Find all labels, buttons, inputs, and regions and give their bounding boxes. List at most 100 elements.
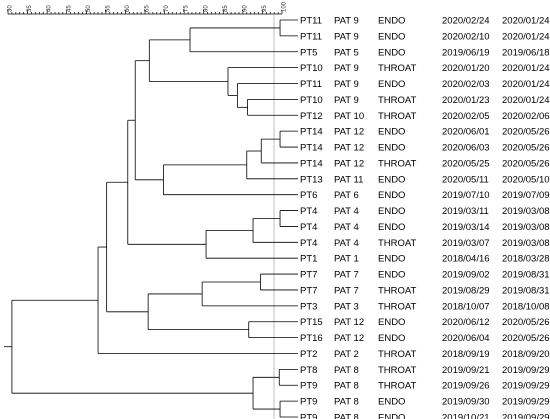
table-row: PT4 PAT 4 ENDO 2019/03/14 2019/03/08 <box>300 222 550 233</box>
row-admit-date: 2018/03/28 <box>502 254 550 265</box>
row-strain: PT5 <box>300 47 317 58</box>
scale-label: 55 <box>105 5 111 12</box>
table-row: PT4 PAT 4 THROAT 2019/03/07 2019/03/08 <box>300 238 550 249</box>
row-strain: PT10 <box>300 63 323 74</box>
row-site: ENDO <box>378 270 405 281</box>
row-sample-date: 2019/09/02 <box>442 270 490 281</box>
row-patient: PAT 1 <box>334 254 359 265</box>
row-sample-date: 2020/05/11 <box>442 174 489 185</box>
row-sample-date: 2020/01/23 <box>442 95 490 106</box>
row-strain: PT15 <box>300 317 323 328</box>
row-sample-date: 2019/06/19 <box>442 47 490 58</box>
row-patient: PAT 4 <box>334 222 359 233</box>
table-row: PT15 PAT 12 ENDO 2020/06/12 2020/05/26 <box>300 317 550 328</box>
row-admit-date: 2019/08/31 <box>502 270 550 281</box>
row-site: ENDO <box>378 206 405 217</box>
row-strain: PT11 <box>300 31 322 42</box>
row-site: THROAT <box>378 349 417 360</box>
table-row: PT8 PAT 8 THROAT 2019/09/21 2019/09/29 <box>300 365 550 376</box>
row-patient: PAT 8 <box>334 413 359 419</box>
scale-label: 75 <box>184 5 190 12</box>
row-patient: PAT 9 <box>334 16 359 27</box>
row-site: ENDO <box>378 127 405 138</box>
row-admit-date: 2020/05/26 <box>502 127 550 138</box>
row-admit-date: 2019/09/29 <box>502 397 550 408</box>
row-strain: PT4 <box>300 222 317 233</box>
row-site: ENDO <box>378 143 405 154</box>
row-strain: PT13 <box>300 174 323 185</box>
table-row: PT5 PAT 5 ENDO 2019/06/19 2019/06/18 <box>300 47 550 58</box>
scale-label: 50 <box>86 5 92 12</box>
table-row: PT1 PAT 1 ENDO 2018/04/16 2018/03/28 <box>300 254 550 265</box>
table-row: PT10 PAT 9 THROAT 2020/01/20 2020/01/24 <box>300 63 550 74</box>
table-row: PT14 PAT 12 THROAT 2020/05/25 2020/05/26 <box>300 158 550 169</box>
dendrogram-tree <box>4 19 298 418</box>
row-admit-date: 2020/05/26 <box>502 158 550 169</box>
row-site: ENDO <box>378 190 405 201</box>
row-admit-date: 2019/08/31 <box>502 285 550 296</box>
row-sample-date: 2020/06/01 <box>442 127 490 138</box>
row-site: ENDO <box>378 47 405 58</box>
row-sample-date: 2019/03/11 <box>442 206 489 217</box>
row-sample-date: 2019/09/26 <box>442 381 490 392</box>
row-admit-date: 2020/05/10 <box>502 174 550 185</box>
row-admit-date: 2019/03/08 <box>502 206 550 217</box>
row-strain: PT7 <box>300 270 317 281</box>
row-sample-date: 2020/06/04 <box>442 333 490 344</box>
row-strain: PT9 <box>300 413 317 419</box>
table-row: PT9 PAT 8 THROAT 2019/09/26 2019/09/29 <box>300 381 550 392</box>
table-row: PT7 PAT 7 THROAT 2019/08/29 2019/08/31 <box>300 285 550 296</box>
row-admit-date: 2018/10/08 <box>502 301 550 312</box>
row-sample-date: 2020/02/03 <box>442 79 490 90</box>
row-strain: PT3 <box>300 301 317 312</box>
row-sample-date: 2020/06/03 <box>442 143 490 154</box>
row-strain: PT4 <box>300 238 317 249</box>
row-strain: PT16 <box>300 333 323 344</box>
row-site: THROAT <box>378 63 417 74</box>
row-strain: PT9 <box>300 381 317 392</box>
row-site: ENDO <box>378 317 405 328</box>
scale-label: 60 <box>125 5 131 12</box>
row-patient: PAT 2 <box>334 349 359 360</box>
row-sample-date: 2018/10/07 <box>442 301 490 312</box>
table-row: PT4 PAT 4 ENDO 2019/03/11 2019/03/08 <box>300 206 550 217</box>
row-site: ENDO <box>378 31 405 42</box>
row-admit-date: 2020/01/24 <box>502 63 550 74</box>
table-row: PT16 PAT 12 ENDO 2020/06/04 2020/05/26 <box>300 333 550 344</box>
table-row: PT13 PAT 11 ENDO 2020/05/11 2020/05/10 <box>300 174 550 185</box>
row-admit-date: 2019/09/29 <box>502 413 550 419</box>
row-strain: PT6 <box>300 190 317 201</box>
row-admit-date: 2019/03/08 <box>502 238 550 249</box>
row-patient: PAT 8 <box>334 365 359 376</box>
row-site: ENDO <box>378 174 405 185</box>
row-admit-date: 2020/01/24 <box>502 79 550 90</box>
row-sample-date: 2020/02/10 <box>442 31 490 42</box>
row-site: ENDO <box>378 413 405 419</box>
table-row: PT3 PAT 3 THROAT 2018/10/07 2018/10/08 <box>300 301 550 312</box>
row-sample-date: 2019/03/07 <box>442 238 490 249</box>
table-row: PT14 PAT 12 ENDO 2020/06/01 2020/05/26 <box>300 127 550 138</box>
row-patient: PAT 8 <box>334 381 359 392</box>
row-sample-date: 2019/09/30 <box>442 397 490 408</box>
row-strain: PT11 <box>300 79 322 90</box>
row-site: ENDO <box>378 397 405 408</box>
row-strain: PT9 <box>300 397 317 408</box>
row-patient: PAT 8 <box>334 397 359 408</box>
row-patient: PAT 3 <box>334 301 359 312</box>
row-sample-date: 2019/09/21 <box>442 365 490 376</box>
scale-label: 70 <box>164 5 170 12</box>
similarity-scale: 30 35 40 45 50 55 60 65 70 75 80 85 90 95 100 <box>8 1 288 15</box>
row-strain: PT1 <box>300 254 317 265</box>
row-strain: PT14 <box>300 143 323 154</box>
row-site: THROAT <box>378 95 417 106</box>
scale-label: 80 <box>203 5 209 12</box>
table-row: PT2 PAT 2 THROAT 2018/09/19 2018/09/20 <box>300 349 550 360</box>
row-sample-date: 2020/02/24 <box>442 16 490 27</box>
row-strain: PT4 <box>300 206 317 217</box>
row-patient: PAT 12 <box>334 158 364 169</box>
row-sample-date: 2019/03/14 <box>442 222 490 233</box>
row-strain: PT2 <box>300 349 317 360</box>
row-patient: PAT 9 <box>334 63 359 74</box>
strain-table: PT11 PAT 9 ENDO 2020/02/24 2020/01/24 PT11 PAT… <box>300 16 550 419</box>
